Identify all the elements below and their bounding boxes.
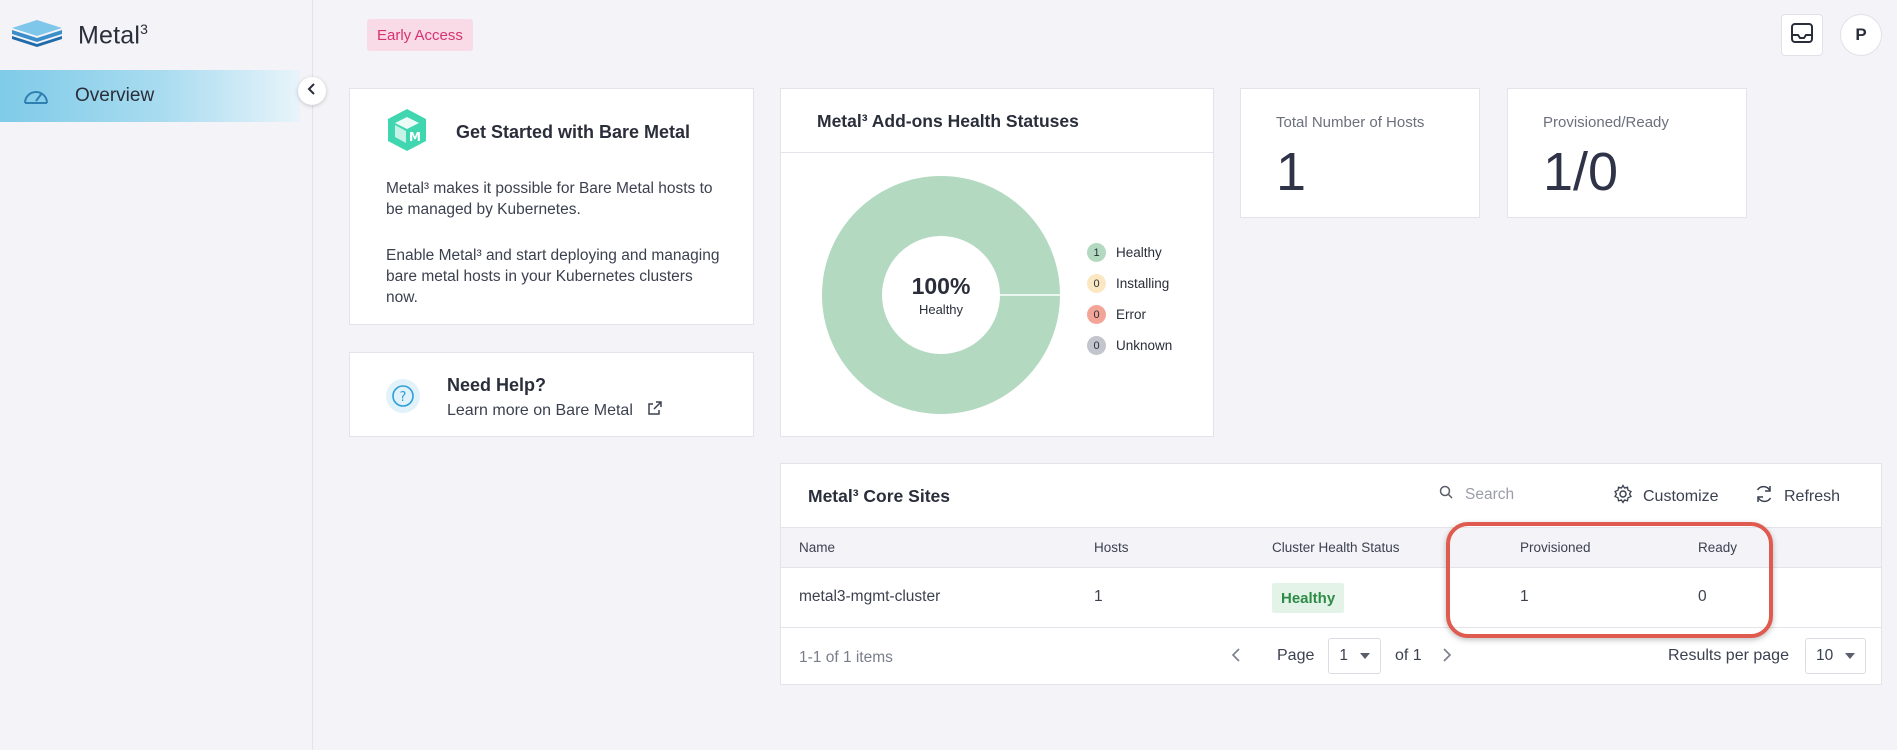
get-started-cta-text: Enable Metal³ and start deploying and ma… (386, 247, 720, 306)
legend-count: 0 (1087, 305, 1106, 324)
legend-label: Installing (1116, 276, 1170, 291)
user-avatar[interactable]: P (1840, 14, 1882, 56)
legend-count: 0 (1087, 274, 1106, 293)
legend-label: Healthy (1116, 245, 1162, 260)
dashboard-gauge-icon (22, 84, 50, 113)
donut-label: Healthy (918, 302, 964, 317)
legend-label: Error (1116, 307, 1146, 322)
svg-text:?: ? (400, 390, 407, 405)
caret-down-icon (1360, 653, 1370, 659)
per-page-select[interactable]: 10 (1804, 638, 1867, 674)
column-header-ready[interactable]: Ready (1698, 540, 1738, 555)
metal-logo-icon (10, 18, 64, 53)
legend-item-healthy: 1 Healthy (1087, 237, 1172, 268)
legend-count: 1 (1087, 243, 1106, 262)
results-per-page-label: Results per page (1668, 647, 1789, 664)
health-donut-chart (822, 176, 1061, 414)
health-card-title: Metal³ Add-ons Health Statuses (817, 111, 1079, 131)
inbox-button[interactable] (1781, 14, 1823, 56)
caret-down-icon (1845, 653, 1856, 659)
cell-name[interactable]: metal3-mgmt-cluster (799, 588, 941, 605)
page-select[interactable]: 1 (1328, 638, 1381, 674)
total-hosts-label: Total Number of Hosts (1276, 114, 1425, 131)
collapse-sidebar-button[interactable] (298, 77, 326, 105)
brand-name: Metal3 (78, 20, 149, 50)
question-circle-icon: ? (386, 379, 420, 413)
donut-center: 100% Healthy (821, 175, 1061, 415)
table-header: Name Hosts Cluster Health Status Provisi… (781, 527, 1881, 568)
need-help-title: Need Help? (447, 375, 547, 395)
legend-item-installing: 0 Installing (1087, 268, 1172, 299)
sidebar: Metal3 Overview (0, 0, 313, 750)
get-started-description: Metal³ makes it possible for Bare Metal … (386, 180, 713, 218)
status-badge: Healthy (1272, 583, 1345, 613)
search-icon (1439, 485, 1453, 504)
get-started-title: Get Started with Bare Metal (456, 122, 691, 142)
svg-text:M: M (409, 130, 421, 144)
cell-hosts: 1 (1094, 588, 1103, 605)
learn-more-link[interactable]: Learn more on Bare Metal (447, 400, 663, 421)
gear-icon (1613, 484, 1633, 509)
inbox-icon (1790, 22, 1814, 49)
early-access-badge: Early Access (367, 19, 473, 51)
brand[interactable]: Metal3 (10, 18, 148, 53)
column-header-hosts[interactable]: Hosts (1094, 540, 1129, 555)
pagination: Page 1 of 1 (1231, 638, 1452, 674)
legend-item-error: 0 Error (1087, 299, 1172, 330)
legend-item-unknown: 0 Unknown (1087, 330, 1172, 361)
column-header-provisioned[interactable]: Provisioned (1520, 540, 1591, 555)
get-started-card: M Get Started with Bare Metal Metal³ mak… (349, 88, 754, 325)
column-header-cluster-health[interactable]: Cluster Health Status (1272, 540, 1400, 555)
legend-count: 0 (1087, 336, 1106, 355)
provisioned-ready-card: Provisioned/Ready 1/0 (1507, 88, 1747, 218)
total-hosts-value: 1 (1276, 142, 1307, 202)
core-sites-title: Metal³ Core Sites (808, 486, 950, 506)
provisioned-ready-label: Provisioned/Ready (1543, 114, 1669, 131)
donut-percentage: 100% (911, 273, 971, 299)
page-label: Page (1277, 647, 1315, 664)
table-row[interactable]: metal3-mgmt-cluster 1 Healthy 1 0 (781, 568, 1881, 628)
addons-health-card: Metal³ Add-ons Health Statuses 100% Heal… (780, 88, 1214, 437)
page-of-label: of 1 (1395, 647, 1422, 664)
total-hosts-card: Total Number of Hosts 1 (1240, 88, 1480, 218)
learn-more-label: Learn more on Bare Metal (447, 401, 633, 419)
page-value: 1 (1339, 647, 1348, 664)
per-page-value: 10 (1815, 647, 1834, 664)
customize-button[interactable]: Customize (1613, 484, 1719, 509)
search-input[interactable]: Search (1439, 485, 1514, 504)
legend-label: Unknown (1116, 338, 1173, 353)
items-count: 1-1 of 1 items (799, 649, 893, 666)
refresh-button[interactable]: Refresh (1754, 484, 1840, 509)
divider (781, 152, 1213, 153)
customize-label: Customize (1643, 487, 1719, 505)
refresh-icon (1754, 484, 1774, 509)
column-header-name[interactable]: Name (799, 540, 836, 555)
health-legend: 1 Healthy 0 Installing 0 Error 0 Unknown (1087, 237, 1172, 361)
chevron-right-icon[interactable] (1442, 646, 1452, 667)
refresh-label: Refresh (1784, 487, 1841, 505)
external-link-icon (647, 400, 663, 421)
chevron-left-icon[interactable] (1231, 646, 1241, 667)
sidebar-item-overview[interactable]: Overview (0, 70, 300, 122)
chevron-left-icon (306, 82, 318, 100)
results-per-page: Results per page 10 (1668, 638, 1867, 674)
core-sites-card: Metal³ Core Sites Search Customize Refre… (780, 463, 1882, 685)
search-placeholder: Search (1465, 485, 1515, 503)
cell-ready: 0 (1698, 588, 1707, 605)
provisioned-ready-value: 1/0 (1543, 142, 1619, 202)
sidebar-item-label: Overview (75, 85, 155, 106)
need-help-card: ? Need Help? Learn more on Bare Metal (349, 352, 754, 437)
cell-provisioned: 1 (1520, 588, 1529, 605)
metal-cube-icon: M (384, 107, 430, 158)
